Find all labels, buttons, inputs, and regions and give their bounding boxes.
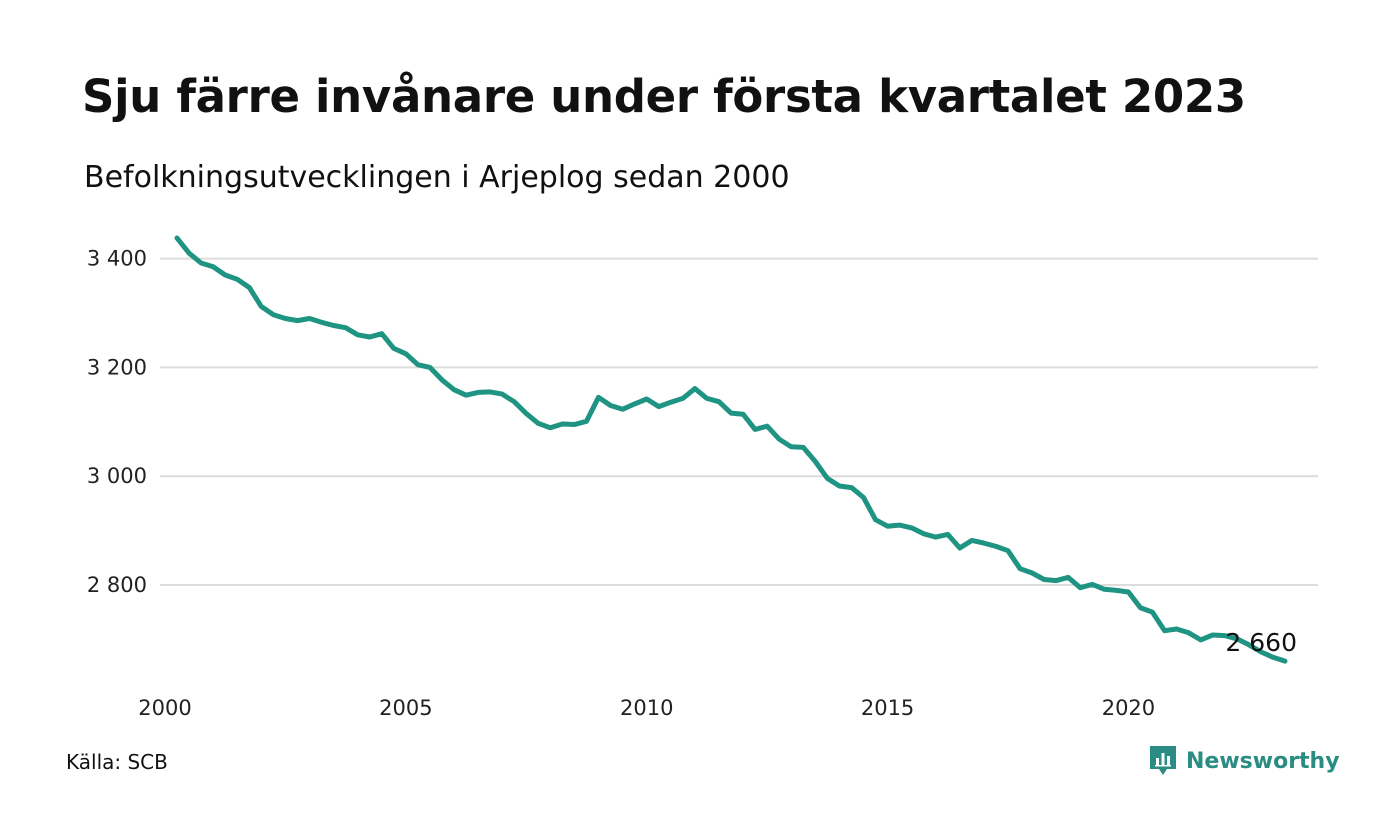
chart-title: Sju färre invånare under första kvartale… — [82, 70, 1246, 123]
x-tick-label: 2005 — [379, 696, 432, 720]
chart-subtitle: Befolkningsutvecklingen i Arjeplog sedan… — [84, 160, 790, 195]
brand: Newsworthy — [1148, 744, 1340, 778]
y-axis: 2 800 3 000 3 200 3 400 — [87, 247, 147, 597]
gridlines — [160, 257, 1318, 586]
y-tick-label: 3 200 — [87, 355, 147, 379]
x-tick-label: 2015 — [861, 696, 914, 720]
population-line — [174, 235, 1288, 664]
x-tick-label: 2020 — [1102, 696, 1155, 720]
y-tick-label: 3 000 — [87, 464, 147, 488]
y-tick-label: 3 400 — [87, 247, 147, 271]
source-note: Källa: SCB — [66, 750, 168, 774]
x-tick-label: 2000 — [138, 696, 191, 720]
x-axis: 2000 2005 2010 2015 2020 — [138, 696, 1155, 720]
x-tick-label: 2010 — [620, 696, 673, 720]
newsworthy-logo-icon — [1150, 746, 1176, 775]
end-value-label: 2 660 — [1225, 628, 1297, 657]
y-tick-label: 2 800 — [87, 573, 147, 597]
brand-name: Newsworthy — [1186, 748, 1340, 774]
